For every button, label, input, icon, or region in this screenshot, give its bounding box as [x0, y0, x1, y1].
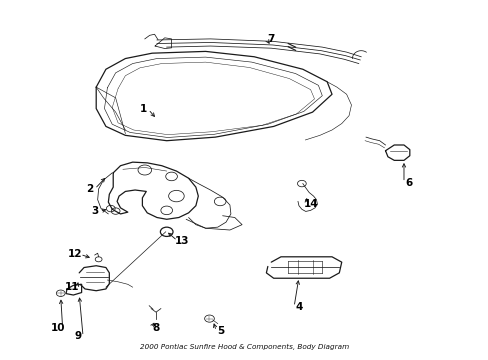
Text: 2000 Pontiac Sunfire Hood & Components, Body Diagram: 2000 Pontiac Sunfire Hood & Components, …: [140, 343, 348, 350]
Text: 5: 5: [217, 326, 224, 336]
Text: 13: 13: [175, 236, 189, 246]
Text: 4: 4: [295, 302, 302, 312]
Text: 3: 3: [91, 206, 98, 216]
Text: 2: 2: [86, 184, 93, 194]
Text: 9: 9: [75, 332, 81, 342]
Text: 11: 11: [64, 282, 79, 292]
Text: 12: 12: [68, 249, 82, 259]
Text: 6: 6: [405, 177, 411, 188]
Text: 1: 1: [140, 104, 147, 114]
Text: 14: 14: [304, 199, 318, 209]
Text: 7: 7: [267, 34, 274, 44]
Text: 10: 10: [50, 323, 65, 333]
Text: 8: 8: [152, 323, 159, 333]
